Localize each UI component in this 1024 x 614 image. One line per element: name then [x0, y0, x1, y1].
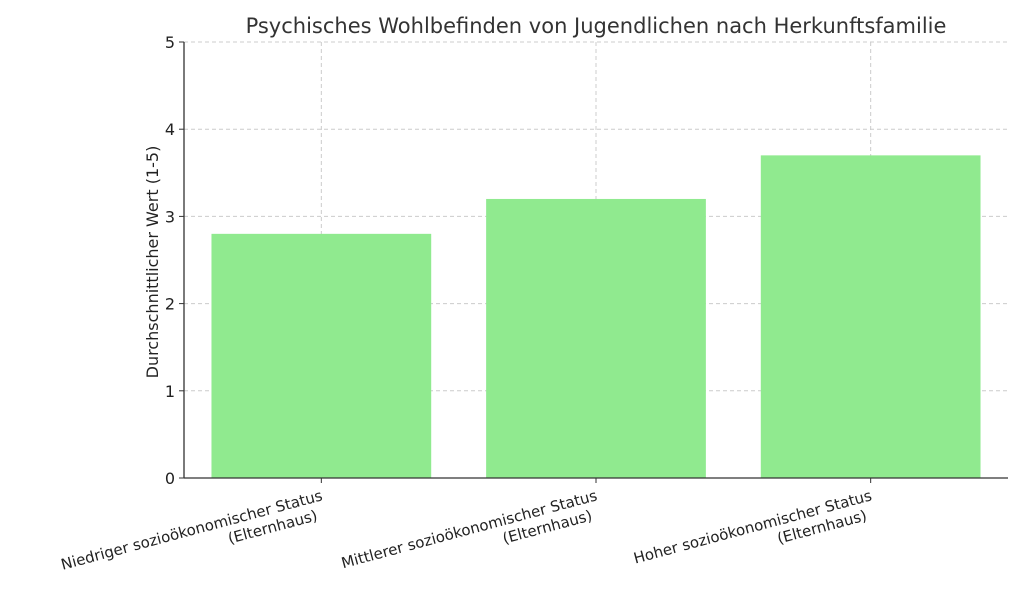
y-tick-label: 2 [165, 295, 175, 314]
bars-layer [211, 155, 981, 479]
y-tick-label: 5 [165, 33, 175, 52]
y-tick-label: 0 [165, 469, 175, 488]
y-tick-label: 4 [165, 120, 175, 139]
y-tick-label: 1 [165, 382, 175, 401]
y-ticks-layer: 0 1 2 3 4 5 [165, 33, 184, 488]
x-tick-label: Hoher sozioökonomischer Status(Elternhau… [632, 486, 874, 567]
bar [486, 198, 706, 478]
axes-layer [183, 42, 1008, 483]
y-axis-label: Durchschnittlicher Wert (1-5) [143, 146, 162, 379]
chart-title: Psychisches Wohlbefinden von Jugendliche… [246, 14, 947, 38]
x-categories-layer: Niedriger sozioökonomischer Status(Elter… [59, 486, 874, 573]
bar [211, 233, 432, 478]
bar [760, 155, 981, 479]
x-tick-label: Niedriger sozioökonomischer Status(Elter… [59, 486, 325, 573]
y-tick-label: 3 [165, 207, 175, 226]
x-tick-label: Mittlerer sozioökonomischer Status(Elter… [339, 486, 599, 572]
